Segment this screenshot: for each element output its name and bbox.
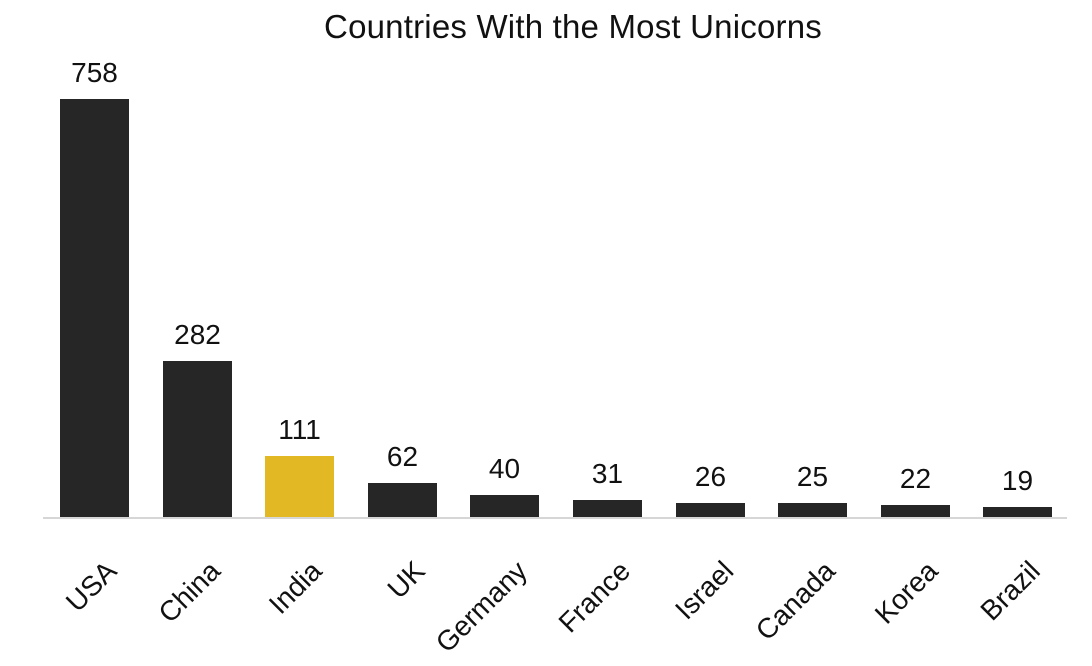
value-label-brazil: 19 xyxy=(1001,465,1034,496)
x-tick-label-korea: Korea xyxy=(868,555,944,630)
x-axis-line xyxy=(43,517,1067,519)
bar-usa xyxy=(60,99,129,517)
x-tick-label-germany: Germany xyxy=(429,555,533,659)
x-tick-label-india: India xyxy=(262,555,328,620)
bar-canada xyxy=(778,503,847,517)
bar-brazil xyxy=(983,507,1052,517)
value-label-india: 111 xyxy=(278,414,321,445)
bar-india xyxy=(265,456,334,517)
x-tick-label-israel: Israel xyxy=(668,555,739,626)
value-label-germany: 40 xyxy=(488,453,521,484)
x-tick-label-brazil: Brazil xyxy=(974,555,1046,627)
value-label-china: 282 xyxy=(174,319,221,350)
x-tick-label-canada: Canada xyxy=(749,555,841,647)
bar-germany xyxy=(470,495,539,517)
value-label-korea: 22 xyxy=(899,463,932,494)
x-tick-label-france: France xyxy=(552,555,636,639)
bar-france xyxy=(573,500,642,517)
value-label-israel: 26 xyxy=(694,461,727,492)
value-label-canada: 25 xyxy=(796,461,829,492)
x-tick-label-china: China xyxy=(151,555,226,629)
bar-israel xyxy=(676,503,745,517)
value-label-usa: 758 xyxy=(71,57,118,88)
bar-korea xyxy=(881,505,950,517)
chart-title: Countries With the Most Unicorns xyxy=(324,8,822,45)
x-tick-label-usa: USA xyxy=(59,555,122,618)
bar-china xyxy=(163,361,232,517)
value-label-uk: 62 xyxy=(386,441,419,472)
x-tick-label-uk: UK xyxy=(380,555,431,605)
bar-uk xyxy=(368,483,437,517)
value-label-france: 31 xyxy=(591,458,624,489)
